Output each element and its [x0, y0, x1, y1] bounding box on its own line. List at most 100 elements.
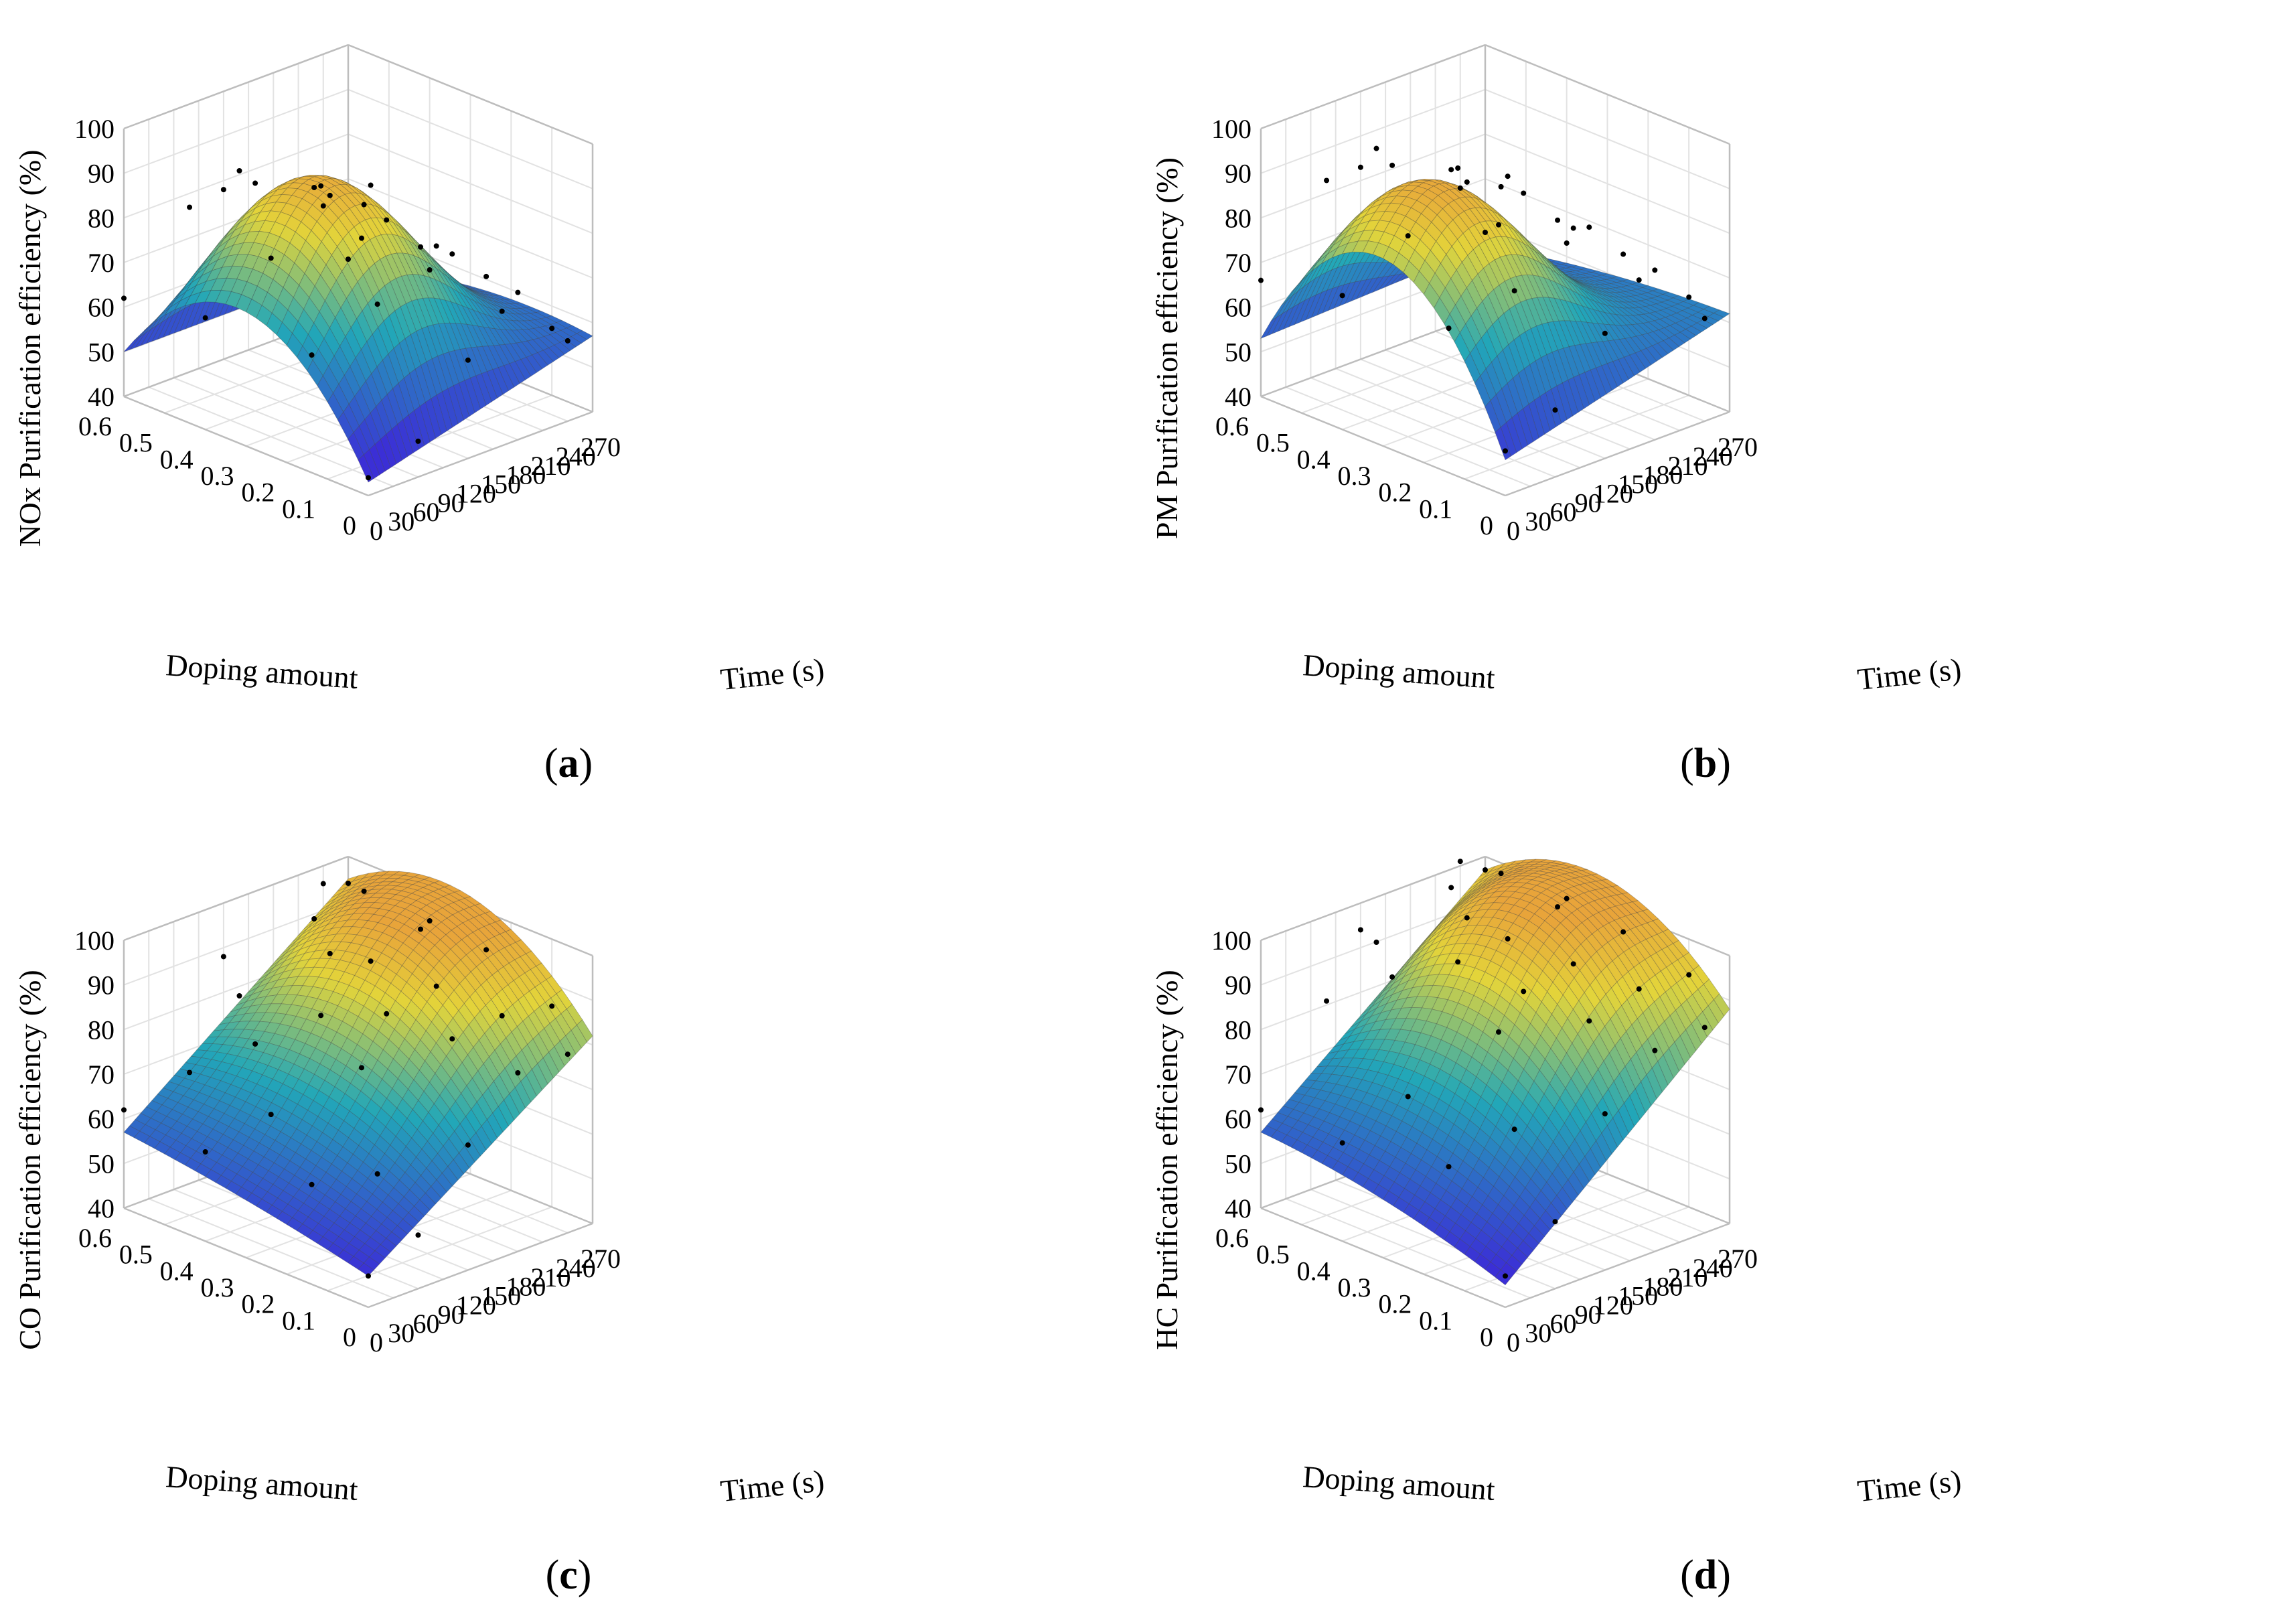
scatter-point	[549, 325, 555, 331]
scatter-point	[1555, 904, 1561, 910]
surface-patch	[1321, 1155, 1339, 1170]
surface-patch	[153, 1141, 171, 1155]
surface-patch	[1456, 888, 1473, 903]
surface-patch	[538, 325, 556, 336]
y-tick-label: 270	[581, 432, 621, 462]
y-tick-label: 270	[1718, 432, 1758, 462]
scatter-point	[1555, 217, 1561, 223]
z-tick-label: 60	[88, 1104, 115, 1134]
surface-patch	[1442, 203, 1459, 220]
surface-patch	[1478, 1148, 1495, 1169]
surface-patch	[1587, 285, 1604, 292]
surface-patch	[348, 432, 364, 461]
scatter-points	[121, 881, 571, 1279]
surface-patch	[1260, 317, 1277, 340]
caption-c: (c)	[545, 1552, 592, 1598]
surface-patch	[364, 1236, 381, 1252]
z-tick-label: 80	[88, 203, 115, 233]
surface-patch	[1322, 1051, 1339, 1061]
surface-patch	[1476, 916, 1494, 926]
surface-patch	[1668, 334, 1685, 347]
surface-patch	[225, 1181, 242, 1195]
z-tick-label: 60	[1225, 1104, 1252, 1134]
surface-mesh	[1260, 859, 1730, 1286]
gridline-doping-floor	[327, 1206, 552, 1292]
scatter-point	[1448, 167, 1454, 173]
z-tick-label: 40	[1225, 1193, 1252, 1224]
scatter-point	[311, 916, 317, 921]
surface-patch	[243, 1021, 260, 1031]
surface-patch	[319, 898, 336, 911]
scatter-point	[252, 180, 258, 186]
surface-patch	[234, 1110, 251, 1124]
axes-edge	[348, 44, 593, 145]
surface-patch	[157, 1088, 174, 1099]
z-axis: 40 50 60 70 80 90 100	[74, 926, 115, 1224]
x-tick-label: 0	[1480, 510, 1493, 540]
scatter-point	[1552, 1219, 1558, 1225]
y-tick-label: 150	[1618, 469, 1658, 500]
scatter-point	[361, 888, 367, 894]
surface-patch	[275, 194, 293, 204]
scatter-point	[449, 251, 455, 257]
scatter-point	[1339, 1140, 1345, 1146]
y-tick-label: 30	[388, 506, 414, 536]
surface-patch	[1601, 363, 1618, 391]
surface-patch	[211, 255, 229, 271]
x-tick-label: 0.3	[201, 1272, 234, 1303]
surface-patch	[1385, 190, 1403, 198]
surface-patch	[323, 327, 340, 357]
scatter-point	[1457, 185, 1463, 191]
z-tick-label: 70	[88, 1059, 115, 1090]
surface-patch	[358, 1262, 375, 1276]
surface-patch	[1403, 962, 1420, 978]
surface-patch	[328, 1222, 345, 1238]
scatter-point	[515, 289, 521, 295]
x-tick-label: 0.3	[201, 461, 234, 491]
scatter-point	[1521, 988, 1527, 994]
z-axis-label: CO Purification efficiency (%)	[13, 970, 47, 1350]
surface-patch	[1290, 1139, 1308, 1153]
surface-patch	[1305, 291, 1322, 321]
surface-patch	[1403, 179, 1419, 185]
scatter-point	[1405, 233, 1411, 239]
surface-patch	[1281, 285, 1298, 306]
surface-patch	[278, 1169, 295, 1184]
surface-patch	[1433, 913, 1450, 931]
surface-patch	[1478, 891, 1496, 901]
scatter-point	[1498, 183, 1504, 190]
y-tick-label: 240	[556, 441, 596, 471]
scatter-point	[1446, 1164, 1452, 1170]
surface-patch	[1456, 892, 1472, 907]
scatter-point	[1339, 293, 1345, 299]
scatter-point	[236, 993, 242, 999]
scatter-point	[1455, 959, 1461, 965]
x-axis: 0.60.50.40.30.20.1 0	[78, 411, 356, 540]
scatter-point	[1552, 407, 1558, 413]
surface-patch	[309, 935, 327, 946]
surface-patch	[1461, 1037, 1478, 1057]
surface-patch	[257, 1052, 275, 1066]
y-tick-label: 210	[1668, 451, 1708, 481]
surface-patch	[1331, 1161, 1349, 1176]
y-axis-label: Time (s)	[718, 1463, 826, 1508]
surface-mesh	[123, 175, 593, 483]
scatter-points	[121, 168, 571, 481]
panel-c: 40 50 60 70 80 90 100 0.6 0.5 0.4 0.3 0.2 0.1 0 0 30 60 9…	[0, 812, 1137, 1623]
surface-patch	[1349, 1024, 1367, 1037]
z-axis-label: NOx Purification efficiency (%)	[13, 149, 47, 546]
scatter-point	[1448, 885, 1454, 891]
surface-patch	[307, 1100, 324, 1117]
gridline-z-left-wall	[1260, 88, 1486, 174]
surface-patch	[149, 1129, 167, 1142]
scatter-point	[1464, 179, 1470, 185]
z-tick-label: 100	[1211, 114, 1252, 144]
surface-patch	[1380, 999, 1398, 1013]
z-tick-label: 50	[1225, 1149, 1252, 1179]
z-tick-label: 80	[1225, 1015, 1252, 1045]
surface-patch	[226, 1063, 243, 1077]
surface-patch	[161, 1098, 179, 1110]
surface-patch	[1592, 287, 1609, 293]
x-tick-label: 0.5	[119, 428, 153, 458]
surface-patch	[262, 1065, 279, 1080]
